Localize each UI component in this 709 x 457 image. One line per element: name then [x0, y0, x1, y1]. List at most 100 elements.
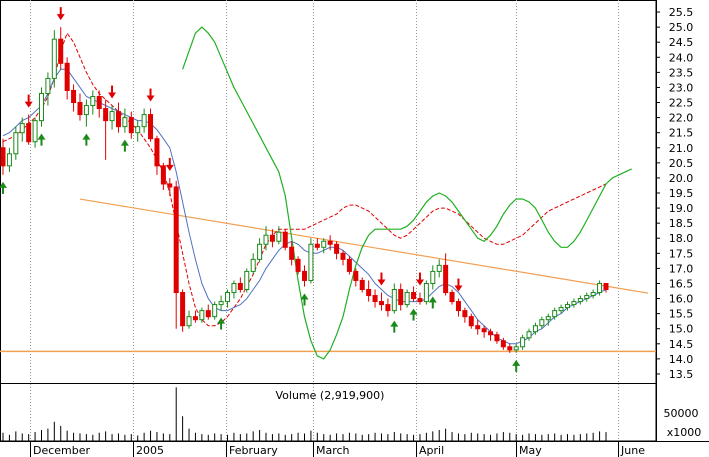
candle-body: [308, 243, 314, 281]
x-tick-label: June: [620, 444, 645, 457]
candle-body: [366, 289, 372, 297]
candle-body: [192, 316, 198, 321]
candle-body: [532, 325, 538, 333]
candle-body: [443, 264, 449, 294]
candle-body: [237, 282, 243, 291]
candle-body: [565, 304, 571, 309]
candle-body: [0, 147, 6, 167]
candle-body: [295, 258, 301, 272]
candle-body: [321, 240, 327, 248]
sell-arrow-icon: [24, 101, 33, 108]
buy-arrow-icon: [82, 133, 91, 140]
y-tick-label: 17.0: [669, 262, 694, 275]
candle-body: [32, 120, 38, 143]
sell-arrow-icon: [165, 164, 174, 171]
candle-body: [96, 95, 102, 110]
candle-body: [302, 270, 307, 281]
candle-body: [539, 319, 545, 327]
candle-body: [462, 310, 468, 318]
y-tick-label: 24.5: [669, 36, 694, 49]
candle-body: [26, 123, 32, 143]
y-tick-label: 19.0: [669, 202, 694, 215]
candle-body: [507, 346, 513, 351]
candle-body: [590, 292, 596, 297]
x-tick-label: December: [33, 444, 91, 457]
candle-body: [282, 231, 288, 248]
y-tick-label: 16.5: [669, 277, 694, 290]
candle-body: [500, 340, 506, 348]
candle-body: [45, 77, 51, 94]
candle-body: [468, 316, 474, 327]
candle-body: [558, 307, 564, 312]
y-tick-label: 15.5: [669, 308, 694, 321]
buy-arrow-icon: [300, 293, 309, 300]
candle-body: [526, 331, 532, 339]
candle-body: [19, 123, 25, 134]
buy-arrow-icon: [428, 296, 437, 303]
candle-body: [225, 292, 231, 303]
candle-body: [475, 325, 481, 330]
y-tick-label: 14.0: [669, 353, 694, 366]
candle-body: [545, 316, 551, 321]
y-tick-label: 15.0: [669, 323, 694, 336]
candle-body: [269, 234, 275, 242]
candle-body: [250, 258, 256, 272]
candle-body: [404, 292, 410, 306]
candle-body: [584, 295, 590, 300]
moving-average-red-dashed: [2, 32, 607, 327]
band-green: [182, 26, 632, 360]
candle-body: [199, 310, 205, 321]
candle-body: [353, 270, 359, 281]
y-tick-label: 18.0: [669, 232, 694, 245]
candle-body: [449, 292, 455, 303]
sell-arrow-icon: [415, 279, 424, 286]
candle-body: [423, 282, 429, 303]
candle-body: [340, 252, 346, 260]
sell-arrow-icon: [454, 285, 463, 292]
candle-body: [218, 301, 224, 306]
candle-body: [205, 310, 211, 318]
sell-arrow-icon: [108, 92, 117, 99]
x-tick-label: February: [229, 444, 278, 457]
candle-body: [417, 298, 423, 303]
candle-body: [90, 95, 96, 107]
volume-tick-label: 50000: [664, 407, 699, 420]
candle-body: [148, 114, 154, 140]
candle-body: [494, 334, 500, 342]
candle-body: [244, 270, 250, 291]
buy-arrow-icon: [409, 308, 418, 315]
y-tick-label: 22.0: [669, 112, 694, 125]
candle-body: [289, 246, 295, 260]
candle-body: [571, 301, 577, 306]
candle-body: [430, 270, 436, 284]
candle-body: [83, 105, 89, 116]
candle-body: [173, 186, 179, 294]
sell-arrow-icon: [146, 95, 155, 102]
candle-body: [141, 114, 147, 128]
candle-body: [186, 316, 192, 327]
candle-body: [128, 117, 134, 134]
candle-body: [314, 243, 320, 248]
candle-body: [38, 92, 44, 122]
candle-body: [276, 231, 282, 242]
candle-body: [154, 138, 160, 167]
buy-arrow-icon: [120, 139, 129, 146]
sell-arrow-icon: [377, 279, 386, 286]
y-tick-label: 23.0: [669, 81, 694, 94]
candle-body: [488, 331, 494, 336]
candle-body: [212, 304, 218, 318]
candle-body: [13, 132, 19, 155]
candle-body: [180, 292, 186, 327]
candle-body: [77, 102, 83, 116]
candle-body: [51, 38, 57, 79]
candle-body: [577, 298, 583, 303]
x-tick-label: 2005: [136, 444, 164, 457]
candle-body: [359, 279, 365, 291]
y-tick-label: 23.5: [669, 66, 694, 79]
y-tick-label: 16.0: [669, 293, 694, 306]
x-tick-label: May: [519, 444, 542, 457]
candle-body: [257, 243, 263, 260]
candle-body: [103, 108, 109, 122]
candle-body: [346, 258, 352, 272]
buy-arrow-icon: [217, 317, 226, 324]
